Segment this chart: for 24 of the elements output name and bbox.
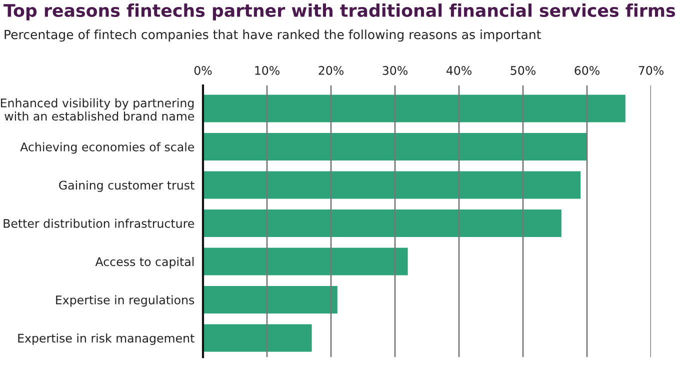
y-tick-label: Expertise in regulations — [56, 295, 194, 307]
chart-subtitle: Percentage of fintech companies that have ranked the following reasons as important — [4, 30, 541, 42]
x-tick-label: 60% — [574, 66, 600, 75]
y-tick-label: Achieving economies of scale — [20, 142, 194, 154]
y-tick-label: Access to capital — [95, 257, 194, 268]
x-tick-label: 70% — [638, 66, 664, 75]
x-tick-label: 20% — [318, 66, 344, 75]
x-tick-label: 10% — [255, 66, 280, 75]
x-tick-label: 0% — [194, 66, 212, 75]
bar — [203, 171, 581, 199]
bar — [203, 286, 338, 314]
bar — [203, 248, 408, 276]
x-tick-label: 30% — [382, 66, 408, 75]
y-tick-label: Expertise in risk management — [18, 334, 194, 345]
chart-title: Top reasons fintechs partner with traditional financial services firms — [4, 4, 676, 20]
x-tick-label: 40% — [446, 66, 472, 75]
bar — [203, 132, 587, 161]
y-tick-label: Gaining customer trust — [59, 180, 194, 192]
bar — [203, 324, 312, 352]
bar — [203, 94, 626, 122]
bar — [203, 209, 562, 238]
x-tick-label: 50% — [510, 66, 536, 75]
y-tick-label: Better distribution infrastructure — [4, 218, 194, 228]
y-tick-label: Enhanced visibility by partnering with an established brand name — [0, 98, 194, 121]
